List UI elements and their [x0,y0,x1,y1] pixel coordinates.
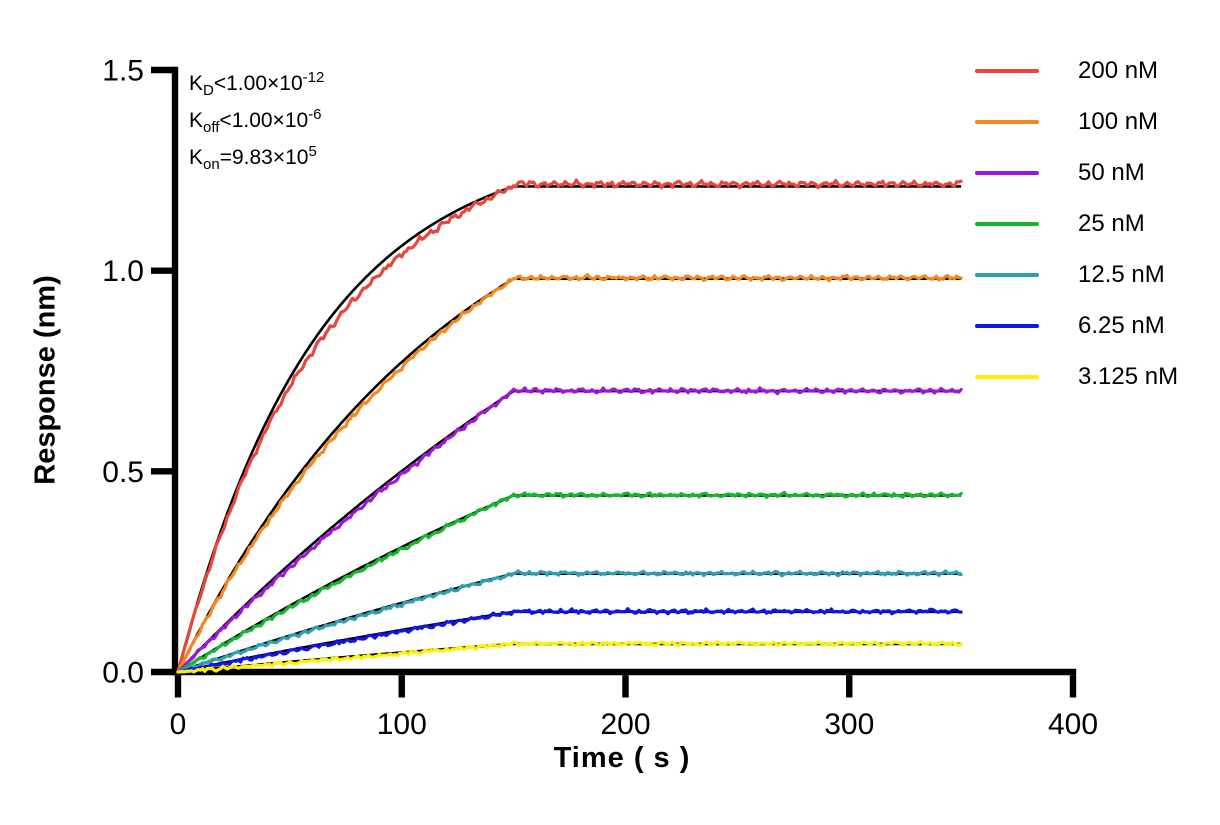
kon-symbol: K [189,146,204,169]
legend-line-swatch [975,69,1039,73]
y-tick-label: 0.5 [102,456,144,489]
koff-subscript: off [203,119,220,136]
legend-label: 3.125 nM [1078,363,1179,390]
koff-relation: < [219,109,232,132]
kd-subscript: D [203,82,214,99]
legend-label: 25 nM [1078,210,1145,237]
legend-line-swatch [975,171,1039,175]
kd-symbol: K [189,72,204,95]
legend-line-swatch [975,324,1039,328]
legend-line-swatch [975,222,1039,226]
fit-curve-200-nm [176,185,962,673]
legend-item: 12.5 nM [975,261,1178,289]
legend: 200 nM 100 nM 50 nM 25 nM 12.5 nM 6.25 nM 3.12… [975,57,1178,414]
kd-relation: < [213,72,227,95]
koff-exponent: -6 [308,106,322,123]
data-curve-200-nm [176,178,963,674]
x-tick-label: 400 [1048,708,1098,741]
y-tick-label: 1.5 [102,55,144,88]
kon-subscript: on [203,156,220,173]
kd-exponent: -12 [302,69,325,86]
legend-item: 200 nM [975,57,1178,85]
legend-item: 50 nM [975,159,1178,187]
data-curve-3.125-nm [176,639,963,674]
legend-item: 100 nM [975,108,1178,136]
x-axis-title: Time ( s ) [553,742,691,774]
fit-curve-50-nm [177,389,962,673]
kinetics-annotation: KD<1.00×10-12 Koff<1.00×10-6 Kon=9.83×10… [189,66,324,177]
x-tick-label: 300 [824,708,874,741]
data-curve-6.25-nm [176,607,963,674]
y-tick-label: 1.0 [102,255,144,288]
data-curves [176,178,963,674]
legend-label: 6.25 nM [1078,312,1165,339]
legend-item: 25 nM [975,210,1178,238]
data-curve-12.5-nm [176,569,963,674]
kon-relation: = [219,146,232,169]
x-tick-label: 200 [600,708,650,741]
legend-item: 3.125 nM [975,363,1178,391]
x-tick-label: 100 [377,708,427,741]
data-curve-25-nm [176,490,963,674]
y-tick-label: 0.0 [102,657,144,690]
kd-value: 1.00×10 [226,72,303,95]
legend-label: 50 nM [1078,159,1145,186]
fit-curve-12.5-nm [177,572,962,674]
fit-curve-25-nm [177,494,962,674]
legend-label: 200 nM [1078,57,1159,84]
legend-item: 6.25 nM [975,312,1178,340]
legend-line-swatch [975,375,1039,379]
y-axis-title: Response (nm) [29,275,62,485]
legend-line-swatch [975,273,1039,277]
x-tick-label: 0 [170,708,187,741]
axes: 0.0 0.5 1.0 1.5 0 100 200 300 400 [102,55,1098,742]
kd-annotation: KD<1.00×10-12 [189,66,324,103]
data-curve-100-nm [176,273,963,674]
koff-annotation: Koff<1.00×10-6 [189,103,324,140]
kon-annotation: Kon=9.83×105 [189,140,324,177]
koff-value: 1.00×10 [231,109,309,132]
legend-line-swatch [975,120,1039,124]
fit-curves [176,185,962,674]
kon-value: 9.83×10 [231,146,309,169]
legend-label: 100 nM [1078,108,1159,135]
legend-label: 12.5 nM [1078,261,1165,288]
koff-symbol: K [189,109,204,132]
kon-exponent: 5 [308,143,317,160]
data-curve-50-nm [176,386,963,674]
